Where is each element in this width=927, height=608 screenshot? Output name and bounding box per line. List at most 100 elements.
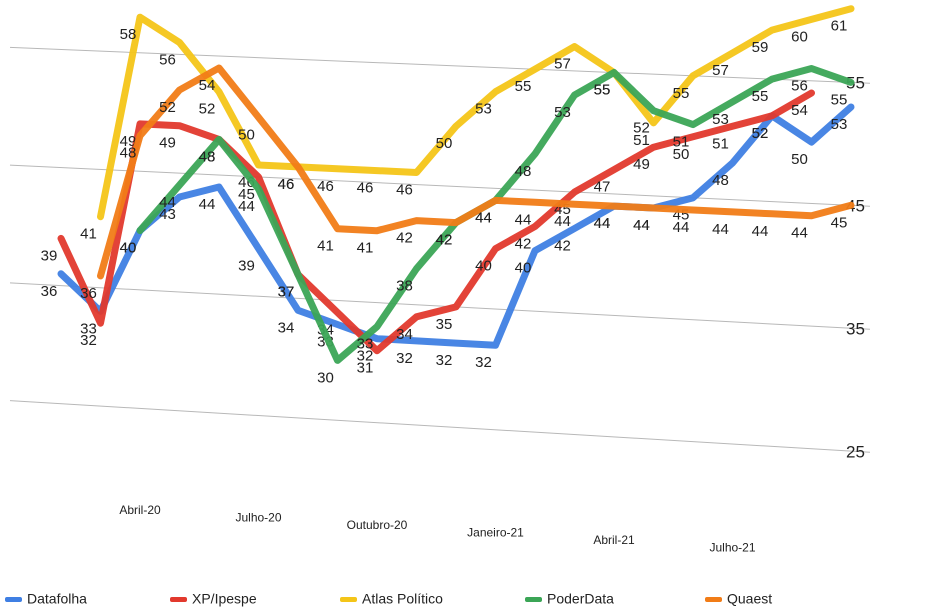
legend-label: Quaest xyxy=(727,591,772,607)
grid-line xyxy=(9,164,871,207)
data-label: 48 xyxy=(515,163,532,180)
data-label: 51 xyxy=(712,135,729,152)
data-label: 44 xyxy=(475,209,492,226)
data-label: 56 xyxy=(791,77,808,94)
data-label: 35 xyxy=(436,316,453,333)
data-label: 32 xyxy=(475,354,492,371)
data-label: 57 xyxy=(554,56,571,73)
data-label: 56 xyxy=(159,51,176,68)
data-label: 34 xyxy=(396,326,413,343)
x-tick-label: Janeiro-21 xyxy=(467,526,524,540)
data-label: 44 xyxy=(554,213,571,230)
data-label: 53 xyxy=(554,104,571,121)
data-label: 51 xyxy=(633,132,650,149)
data-label: 40 xyxy=(475,258,492,275)
x-tick-label: Julho-20 xyxy=(235,510,281,524)
data-label: 42 xyxy=(436,232,453,249)
data-label: 42 xyxy=(554,237,571,254)
data-label: 44 xyxy=(238,198,255,215)
grid-line xyxy=(9,282,871,330)
data-label: 48 xyxy=(712,172,729,189)
legend-swatch xyxy=(340,597,357,602)
data-label: 39 xyxy=(238,258,255,275)
data-label: 53 xyxy=(712,111,729,128)
data-label: 32 xyxy=(396,350,413,367)
data-label: 52 xyxy=(752,125,769,142)
data-label: 37 xyxy=(278,283,295,300)
data-label: 58 xyxy=(120,26,137,43)
data-label: 44 xyxy=(199,196,216,213)
data-label: 30 xyxy=(317,369,334,386)
data-label: 46 xyxy=(357,180,374,197)
data-label: 42 xyxy=(396,230,413,247)
data-label: 59 xyxy=(752,39,769,56)
data-label: 44 xyxy=(594,215,611,232)
x-tick-label: Julho-21 xyxy=(709,541,755,555)
data-label: 46 xyxy=(396,181,413,198)
data-label: 57 xyxy=(712,62,729,79)
data-label: 36 xyxy=(41,283,58,300)
data-label: 50 xyxy=(673,146,690,163)
data-label: 43 xyxy=(159,206,176,223)
data-label: 39 xyxy=(41,247,58,264)
data-label: 52 xyxy=(199,101,216,118)
data-label: 52 xyxy=(633,120,650,137)
data-label: 45 xyxy=(831,214,848,231)
data-label: 31 xyxy=(357,360,374,377)
x-tick-label: Abril-20 xyxy=(119,503,161,517)
data-label: 50 xyxy=(238,126,255,143)
data-label: 37 xyxy=(278,283,295,300)
data-label: 54 xyxy=(199,77,216,94)
series-line xyxy=(57,103,855,349)
x-tick-label: Outubro-20 xyxy=(347,518,408,532)
legend-swatch xyxy=(5,597,22,602)
data-label: 44 xyxy=(633,217,650,234)
data-label: 32 xyxy=(436,352,453,369)
legend-label: XP/Ipespe xyxy=(192,591,257,607)
series-line xyxy=(97,5,855,221)
data-label: 52 xyxy=(159,99,176,116)
data-label: 40 xyxy=(120,240,137,257)
data-label: 49 xyxy=(633,156,650,173)
data-label: 40 xyxy=(515,260,532,277)
legend-label: PoderData xyxy=(547,591,614,607)
data-label: 50 xyxy=(791,151,808,168)
data-label: 44 xyxy=(791,225,808,242)
data-label: 49 xyxy=(159,135,176,152)
data-label: 34 xyxy=(278,319,295,336)
data-label: 55 xyxy=(673,85,690,102)
data-label: 53 xyxy=(831,116,848,133)
data-label: 45 xyxy=(238,186,255,203)
data-label: 46 xyxy=(317,178,334,195)
data-label: 48 xyxy=(199,148,216,165)
data-label: 44 xyxy=(752,223,769,240)
y-tick-label: 45 xyxy=(846,197,865,216)
data-label: 61 xyxy=(831,18,848,35)
data-label: 51 xyxy=(673,134,690,151)
y-tick-label: 55 xyxy=(846,74,865,93)
series-line xyxy=(97,64,855,280)
data-label: 38 xyxy=(396,278,413,295)
y-tick-label: 35 xyxy=(846,319,865,338)
data-label: 41 xyxy=(80,226,97,243)
x-tick-label: Abril-21 xyxy=(593,533,635,547)
data-label: 47 xyxy=(594,179,611,196)
grid-line xyxy=(9,46,871,84)
data-label: 46 xyxy=(278,176,295,193)
data-label: 44 xyxy=(633,217,650,234)
data-label: 32 xyxy=(80,332,97,349)
data-label: 42 xyxy=(436,232,453,249)
data-label: 52 xyxy=(752,125,769,142)
data-label: 32 xyxy=(357,348,374,365)
legend-swatch xyxy=(170,597,187,602)
data-label: 55 xyxy=(594,81,611,98)
legend-label: Datafolha xyxy=(27,591,87,607)
data-label: 41 xyxy=(317,238,334,255)
data-label: 44 xyxy=(594,215,611,232)
data-label: 42 xyxy=(515,235,532,252)
data-label: 44 xyxy=(673,219,690,236)
legend-swatch xyxy=(525,597,542,602)
data-label: 48 xyxy=(120,145,137,162)
data-label: 44 xyxy=(159,194,176,211)
